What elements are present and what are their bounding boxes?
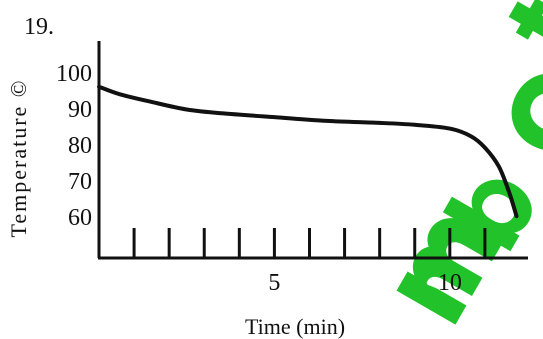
x-axis-label: Time (min) bbox=[245, 314, 345, 339]
watermark-logo bbox=[396, 0, 543, 325]
y-tick-label-100: 100 bbox=[56, 61, 92, 87]
watermark-letter-o bbox=[511, 73, 543, 151]
y-tick-label-80: 80 bbox=[68, 133, 92, 159]
y-tick-labels: 100 90 80 70 60 bbox=[56, 61, 92, 231]
y-tick-label-70: 70 bbox=[68, 169, 92, 195]
watermark-letter-m bbox=[396, 218, 503, 325]
x-tick-labels: 5 10 bbox=[268, 270, 461, 296]
x-tick-label-5: 5 bbox=[268, 270, 280, 296]
y-tick-label-60: 60 bbox=[68, 205, 92, 231]
x-ticks bbox=[132, 228, 487, 258]
temperature-curve bbox=[97, 84, 519, 219]
watermark-letter-t bbox=[508, 0, 543, 40]
x-tick-label-10: 10 bbox=[438, 270, 462, 296]
y-tick-label-90: 90 bbox=[68, 97, 92, 123]
y-axis-label: Temperature © bbox=[6, 78, 31, 237]
question-number: 19. bbox=[24, 14, 54, 40]
